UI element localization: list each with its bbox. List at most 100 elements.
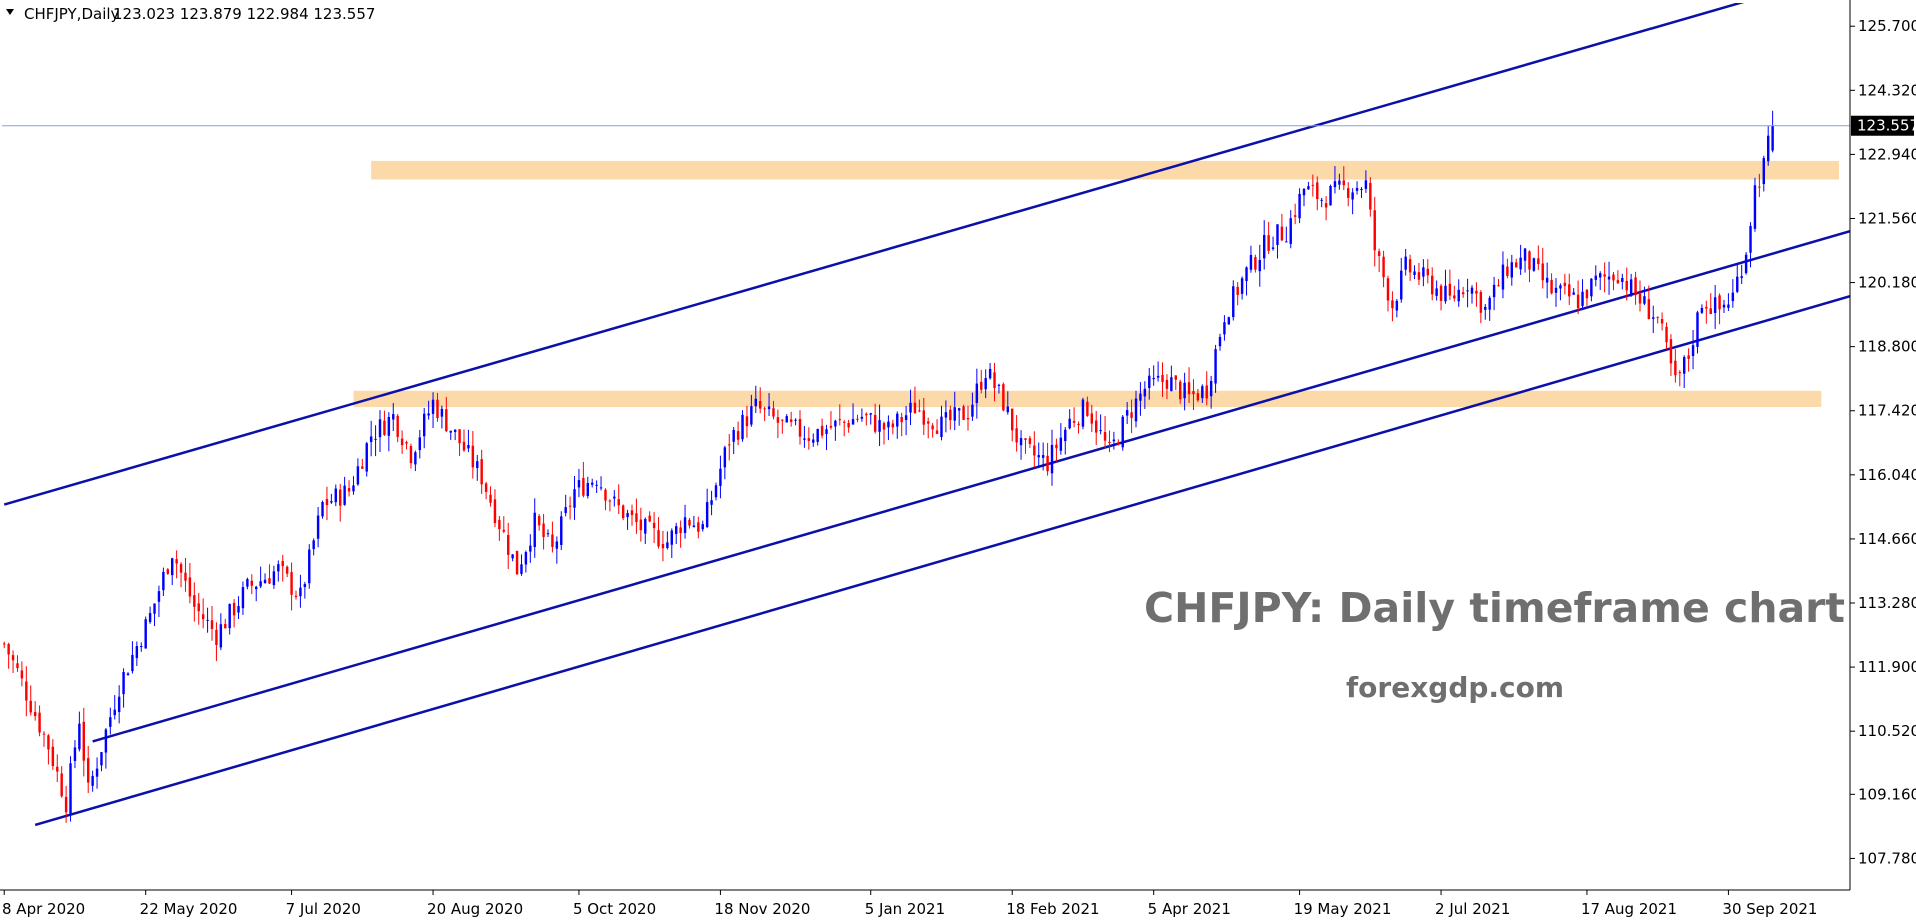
candle xyxy=(303,581,307,599)
candle xyxy=(1068,409,1071,430)
candle-body xyxy=(109,717,112,727)
candle xyxy=(250,574,254,595)
candle-body xyxy=(131,654,134,672)
candle xyxy=(1700,304,1704,314)
candle xyxy=(763,406,766,422)
x-tick-label: 5 Apr 2021 xyxy=(1148,900,1231,918)
candle-body xyxy=(1400,270,1403,300)
candle xyxy=(1178,379,1182,404)
candle xyxy=(856,414,859,423)
candle xyxy=(484,481,488,500)
candle xyxy=(860,408,864,422)
candle-body xyxy=(741,414,744,440)
candle xyxy=(175,550,178,579)
candle-body xyxy=(1369,182,1372,210)
candle-body xyxy=(887,421,890,428)
x-tick-label: 19 May 2021 xyxy=(1294,900,1392,918)
candle xyxy=(1413,265,1416,280)
candle xyxy=(988,363,992,380)
candle-body xyxy=(16,663,19,669)
candle xyxy=(1386,275,1390,312)
candle-body xyxy=(511,554,514,559)
candle-body xyxy=(1643,296,1646,304)
candle-body xyxy=(820,425,824,436)
candle xyxy=(1134,390,1138,428)
candle xyxy=(1280,213,1284,242)
candle xyxy=(1152,365,1155,386)
candle xyxy=(1329,184,1332,206)
middle-channel-line[interactable] xyxy=(92,229,1853,743)
candle xyxy=(47,734,50,765)
lower-channel-line[interactable] xyxy=(34,294,1852,827)
candle xyxy=(334,484,338,507)
candle-body xyxy=(47,735,50,750)
candle xyxy=(409,443,413,469)
candle xyxy=(458,429,461,456)
candle-body xyxy=(1484,306,1487,310)
candle xyxy=(900,412,903,437)
candle-body xyxy=(144,619,147,649)
candle xyxy=(343,476,346,506)
candle-body xyxy=(590,482,594,485)
candle-body xyxy=(807,438,811,441)
candle xyxy=(1285,226,1288,243)
candle-body xyxy=(1152,377,1155,380)
candle xyxy=(1081,397,1085,430)
candle-body xyxy=(1700,307,1704,313)
candle xyxy=(829,411,833,430)
candle xyxy=(1338,173,1341,190)
y-tick-label: 124.320 xyxy=(1858,81,1916,99)
candle xyxy=(1209,375,1213,409)
candle xyxy=(666,531,669,550)
candle-body xyxy=(1413,271,1416,275)
candle xyxy=(254,585,258,602)
candle xyxy=(1028,435,1032,448)
candle xyxy=(418,429,422,459)
candle-body xyxy=(904,415,908,420)
candle xyxy=(1307,181,1310,190)
candle xyxy=(865,412,868,426)
candle xyxy=(1709,293,1712,315)
candle xyxy=(891,419,895,435)
candle xyxy=(347,480,351,497)
header-menu-triangle-icon[interactable] xyxy=(6,9,14,15)
candle-body xyxy=(1404,256,1407,270)
candle-body xyxy=(767,406,771,410)
candle-body xyxy=(1338,180,1341,185)
candle-body xyxy=(873,414,877,432)
candle-body xyxy=(1258,260,1262,272)
candle xyxy=(745,405,749,438)
candle-body xyxy=(865,413,868,416)
candle-body xyxy=(1545,277,1549,283)
candle-body xyxy=(224,624,227,629)
candle xyxy=(1758,173,1761,198)
channels-layer xyxy=(3,0,1853,827)
candle-body xyxy=(82,721,86,761)
candle-body xyxy=(922,410,926,425)
candle xyxy=(60,766,63,798)
candle-body xyxy=(1722,304,1726,308)
candle xyxy=(1625,267,1628,301)
candle-body xyxy=(396,415,399,437)
candle-body xyxy=(1391,300,1394,309)
candle-body xyxy=(1669,339,1673,364)
x-tick-label: 18 Nov 2020 xyxy=(714,900,810,918)
candle xyxy=(1183,372,1186,411)
candle-body xyxy=(471,445,475,468)
candle xyxy=(1497,278,1500,287)
candle xyxy=(1519,244,1522,275)
candle xyxy=(944,400,948,433)
candle xyxy=(794,418,797,426)
candle-body xyxy=(520,564,523,574)
candle-body xyxy=(60,773,63,797)
candle-body xyxy=(1006,406,1010,413)
candle xyxy=(383,410,386,436)
candle xyxy=(577,468,581,498)
candle-body xyxy=(1139,393,1142,401)
candle-body xyxy=(1621,277,1624,282)
candle-body xyxy=(29,700,32,713)
upper-channel-line[interactable] xyxy=(3,0,1852,506)
candle-body xyxy=(1209,380,1213,397)
candle-body xyxy=(1647,299,1651,320)
